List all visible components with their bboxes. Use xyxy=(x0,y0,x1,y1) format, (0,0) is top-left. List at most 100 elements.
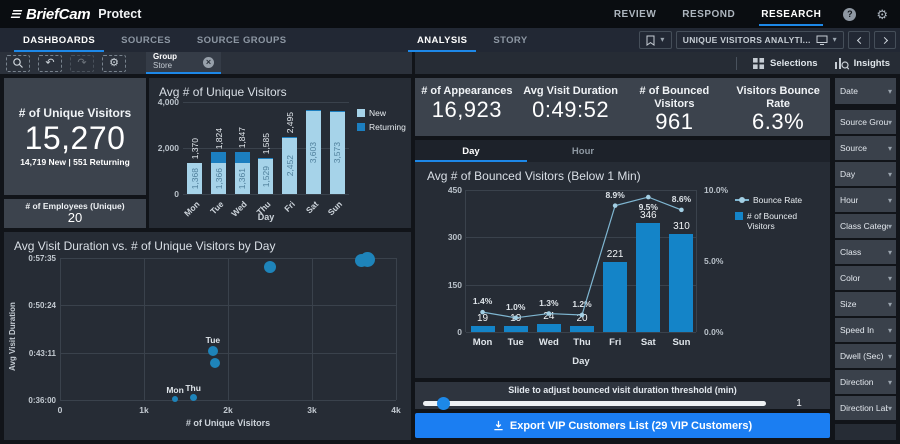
topnav-research[interactable]: RESEARCH xyxy=(759,0,823,28)
x-axis-title: # of Unique Visitors xyxy=(60,418,396,428)
x-axis-label: Sat xyxy=(641,337,656,348)
scatter-point-thu xyxy=(190,394,197,401)
topnav-respond[interactable]: RESPOND xyxy=(680,0,737,28)
slider-value: 1 xyxy=(776,398,822,409)
legend-swatch xyxy=(735,212,743,220)
tab-analysis[interactable]: ANALYSIS xyxy=(404,28,480,52)
nav-tabs-center: ANALYSISSTORY xyxy=(404,28,541,52)
legend-item-new: New xyxy=(357,108,406,118)
filter-hour-dropdown[interactable]: Hour▾ xyxy=(835,188,896,212)
filter-source-group-dropdown[interactable]: Source Group ...▾ xyxy=(835,110,896,134)
filter-direction-label-dropdown[interactable]: Direction Label▾ xyxy=(835,396,896,420)
gridline xyxy=(60,258,396,259)
right-axis-tick: 0.0% xyxy=(704,327,744,337)
zoom-selection-icon[interactable] xyxy=(6,55,30,72)
primary-nav-items: REVIEW RESPOND RESEARCH xyxy=(612,0,824,28)
unique-visitors-kpi: # of Unique Visitors 15,270 14,719 New |… xyxy=(4,78,146,195)
legend-swatch xyxy=(357,123,365,131)
filter-color-dropdown[interactable]: Color▾ xyxy=(835,266,896,290)
insights-icon xyxy=(834,57,849,70)
filter-day-dropdown[interactable]: Day▾ xyxy=(835,162,896,186)
chevron-down-icon: ▾ xyxy=(660,36,664,44)
slider-thumb[interactable] xyxy=(437,397,450,410)
divider xyxy=(736,57,737,70)
selections-label: Selections xyxy=(770,58,818,69)
y-axis-tick: 0:36:00 xyxy=(12,396,56,405)
new-bar-segment: 1,368 xyxy=(187,163,202,194)
legend-swatch xyxy=(357,109,365,117)
filter-label: Dwell (Sec) xyxy=(840,351,883,361)
scatter-point-sat xyxy=(360,252,375,267)
kpi-row: # of Appearances16,923Avg Visit Duration… xyxy=(415,78,830,136)
bar-total-label: 1,824 xyxy=(214,128,224,149)
insights-button[interactable]: Insights xyxy=(834,57,890,70)
line-marker-icon xyxy=(735,199,749,201)
new-bar-segment: 1,366 xyxy=(211,163,226,194)
kpi-label: # of Bounced Visitors xyxy=(626,85,722,110)
bar-total-label: 1,585 xyxy=(261,133,271,154)
right-axis-tick: 5.0% xyxy=(704,256,744,266)
unique-visitors-chart-panel: Avg # of Unique Visitors 4,0002,00001,36… xyxy=(149,78,411,228)
filter-source-dropdown[interactable]: Source▾ xyxy=(835,136,896,160)
new-bar-segment: 2,452 xyxy=(282,138,297,194)
slider-track[interactable] xyxy=(423,401,766,406)
selections-button[interactable]: Selections xyxy=(753,58,818,69)
filter-speed-in-dropdown[interactable]: Speed In▾ xyxy=(835,318,896,342)
bar-value-label: 3,573 xyxy=(332,142,342,163)
tab-story[interactable]: STORY xyxy=(480,28,540,52)
kpi-subtext: 14,719 New | 551 Returning xyxy=(20,157,130,167)
chart-legend: Bounce Rate# of Bounced Visitors xyxy=(735,195,809,232)
gridline xyxy=(466,332,696,333)
y-axis-tick: 0:50:24 xyxy=(12,301,56,310)
duration-vs-visitors-panel: Avg Visit Duration vs. # of Unique Visit… xyxy=(4,232,411,440)
undo-selection-icon[interactable]: ↶ xyxy=(38,55,62,72)
bounce-rate-line xyxy=(466,190,698,332)
filter-chip-text: Group Store xyxy=(153,53,177,71)
chart-legend: NewReturning xyxy=(357,108,406,132)
bar-total-label: 1,847 xyxy=(237,127,247,148)
prev-dashboard-button[interactable] xyxy=(848,31,870,49)
kpi-visitors-bounce-rate: Visitors Bounce Rate6.3% xyxy=(726,78,830,136)
new-bar-segment: 3,573 xyxy=(330,112,345,194)
tab-day[interactable]: Day xyxy=(415,140,527,162)
kpi-value: 15,270 xyxy=(25,121,126,156)
new-bar-segment: 3,603 xyxy=(306,111,321,194)
selection-settings-icon[interactable]: ⚙ xyxy=(102,55,126,72)
bar-group-mon: 1,3681,370Mon xyxy=(183,102,207,194)
filter-class-dropdown[interactable]: Class▾ xyxy=(835,240,896,264)
tab-dashboards[interactable]: DASHBOARDS xyxy=(10,28,108,52)
filter-label: Size xyxy=(840,299,857,309)
kpi-value: 16,923 xyxy=(432,98,502,122)
kpi-value: 0:49:52 xyxy=(532,98,609,122)
filter-chip-group-store[interactable]: Group Store × xyxy=(146,52,221,74)
tab-hour[interactable]: Hour xyxy=(527,140,639,162)
monitor-icon xyxy=(816,35,828,45)
dashboard-selector[interactable]: UNIQUE VISITORS ANALYTI... ▾ xyxy=(676,31,844,49)
redo-selection-icon[interactable]: ↷ xyxy=(70,55,94,72)
filter-class-category-dropdown[interactable]: Class Category▾ xyxy=(835,214,896,238)
line-dot-icon xyxy=(739,197,745,203)
filter-label: Direction Label xyxy=(840,403,888,413)
employees-kpi: # of Employees (Unique) 20 xyxy=(4,199,146,228)
filter-dwell-sec-dropdown[interactable]: Dwell (Sec)▾ xyxy=(835,344,896,368)
tab-source-groups[interactable]: SOURCE GROUPS xyxy=(184,28,300,52)
filter-label: Source Group ... xyxy=(840,117,888,127)
remove-filter-icon[interactable]: × xyxy=(203,57,214,68)
tab-sources[interactable]: SOURCES xyxy=(108,28,184,52)
next-dashboard-button[interactable] xyxy=(874,31,896,49)
bar-group-thu: 1,5291,585Thu xyxy=(254,102,278,194)
settings-gear-icon[interactable]: ⚙ xyxy=(876,8,888,21)
help-icon[interactable]: ? xyxy=(843,8,856,21)
bookmark-dropdown[interactable]: ▾ xyxy=(639,31,671,49)
chevron-down-icon: ▾ xyxy=(888,248,892,257)
filter-direction-dropdown[interactable]: Direction▾ xyxy=(835,370,896,394)
filter-date-dropdown[interactable]: Date ▾ xyxy=(835,78,896,104)
kpi-of-appearances: # of Appearances16,923 xyxy=(415,78,519,136)
download-icon xyxy=(493,420,504,431)
export-vip-button[interactable]: Export VIP Customers List (29 VIP Custom… xyxy=(415,413,830,438)
topnav-review[interactable]: REVIEW xyxy=(612,0,658,28)
nav-tabs-left: DASHBOARDSSOURCESSOURCE GROUPS xyxy=(10,28,300,52)
chevron-down-icon: ▾ xyxy=(888,87,892,96)
filter-label: Color xyxy=(840,273,860,283)
filter-size-dropdown[interactable]: Size▾ xyxy=(835,292,896,316)
